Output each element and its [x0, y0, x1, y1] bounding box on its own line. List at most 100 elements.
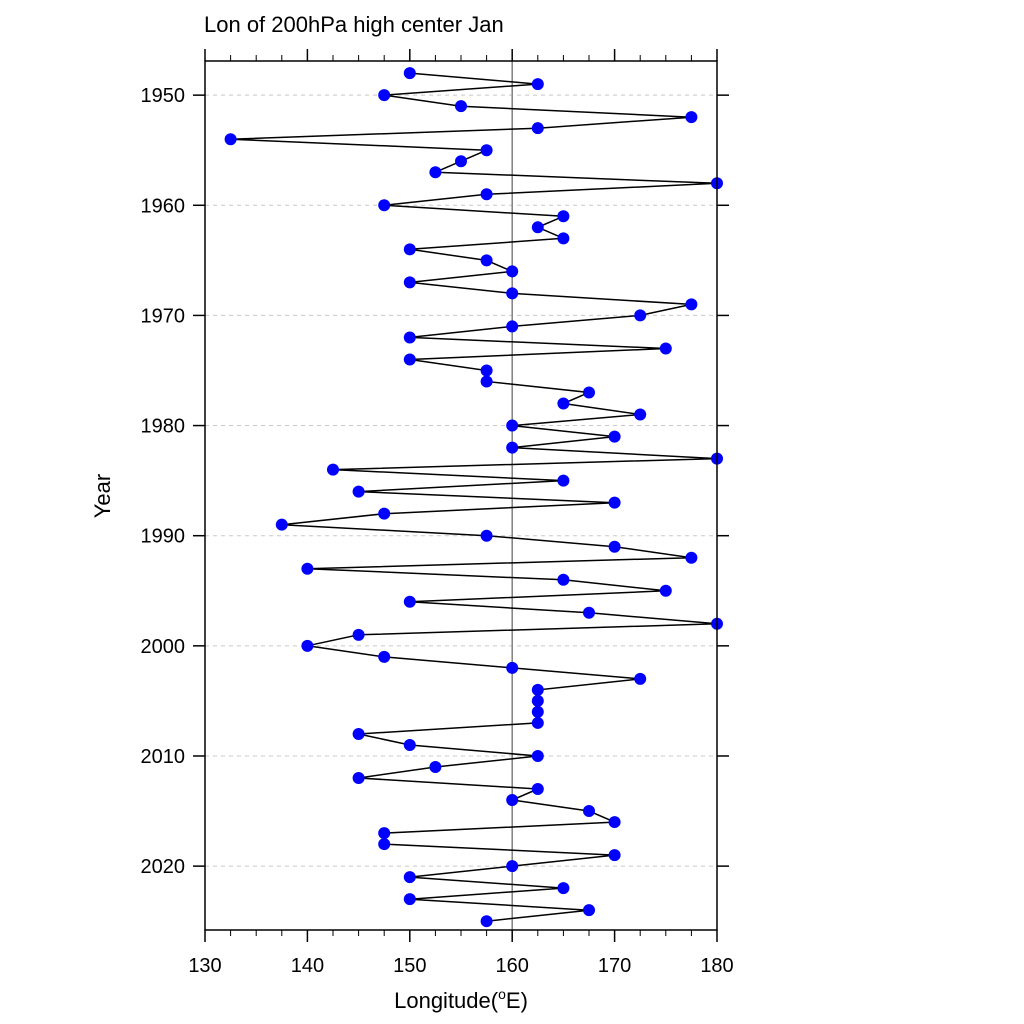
data-point-1953	[531, 122, 544, 135]
x-axis-label-prefix: Longitude(	[394, 988, 499, 1013]
data-point-2012	[352, 772, 365, 785]
data-point-1999	[352, 628, 365, 641]
data-point-1959	[480, 188, 493, 201]
y-tick-label-1990: 1990	[141, 526, 186, 548]
data-point-1956	[455, 155, 467, 168]
data-point-1992	[685, 551, 698, 564]
data-point-1948	[403, 67, 416, 80]
data-point-2023	[403, 893, 416, 906]
series-line	[230, 72, 718, 922]
data-point-1950	[378, 89, 391, 102]
data-point-1981	[608, 430, 621, 443]
data-point-1996	[403, 595, 416, 608]
data-point-2016	[608, 816, 621, 829]
chart-title: Lon of 200hPa high center Jan	[204, 12, 504, 37]
data-point-2024	[583, 904, 595, 917]
data-point-2007	[531, 716, 544, 729]
data-point-1984	[327, 463, 339, 476]
data-point-2025	[480, 915, 493, 928]
data-point-2017	[378, 827, 391, 840]
data-point-2008	[352, 727, 365, 740]
x-tick-label-170: 170	[598, 955, 631, 977]
data-point-1949	[531, 78, 544, 91]
data-point-1970	[634, 309, 647, 322]
data-point-1951	[455, 100, 467, 113]
axis-ticks	[193, 49, 729, 942]
y-tick-label-2010: 2010	[141, 746, 186, 768]
data-point-1989	[275, 518, 288, 531]
data-point-2005	[531, 694, 544, 707]
plot-frame	[204, 60, 718, 931]
y-tick-label-1960: 1960	[141, 195, 186, 217]
data-point-1954	[224, 133, 237, 146]
data-point-2013	[531, 783, 544, 796]
data-point-2011	[429, 760, 442, 773]
data-point-1977	[583, 386, 595, 399]
data-point-2018	[378, 838, 391, 851]
data-point-1979	[634, 408, 647, 421]
y-axis-label: Year	[90, 474, 115, 518]
plot-series	[224, 67, 723, 928]
data-point-1994	[557, 573, 570, 586]
data-point-1987	[608, 496, 621, 509]
data-point-1961	[557, 210, 570, 223]
data-point-1991	[608, 540, 621, 553]
y-tick-label-2020: 2020	[141, 856, 186, 878]
data-point-2021	[403, 871, 416, 884]
data-point-1957	[429, 166, 442, 179]
data-point-2004	[531, 683, 544, 696]
tick-labels: 130 140 150 160 170 180 1950 1960 1970 1980 1990 20…	[141, 85, 734, 977]
data-point-1966	[506, 265, 519, 278]
x-tick-label-150: 150	[393, 955, 426, 977]
data-point-2003	[634, 672, 647, 685]
data-point-1978	[557, 397, 570, 410]
data-point-2015	[583, 805, 595, 818]
data-point-1963	[557, 232, 570, 245]
y-tick-label-2000: 2000	[141, 636, 186, 658]
data-point-1952	[685, 111, 698, 124]
data-point-1964	[403, 243, 416, 256]
data-point-1980	[506, 419, 519, 432]
data-point-2010	[531, 749, 544, 762]
data-point-2019	[608, 849, 621, 862]
data-point-1968	[506, 287, 519, 300]
data-point-1960	[378, 199, 391, 212]
data-point-1993	[301, 562, 314, 575]
data-point-1973	[659, 342, 672, 355]
x-axis-label: Longitude(oE)	[394, 986, 528, 1013]
data-point-1971	[506, 320, 519, 333]
data-point-2000	[301, 639, 314, 652]
y-tick-label-1950: 1950	[141, 85, 186, 107]
data-point-2001	[378, 650, 391, 663]
data-point-1988	[378, 507, 391, 520]
y-tick-label-1970: 1970	[141, 305, 186, 327]
data-point-2020	[506, 860, 519, 873]
data-point-1965	[480, 254, 493, 267]
data-point-1955	[480, 144, 493, 157]
x-tick-label-160: 160	[496, 955, 529, 977]
data-point-1982	[506, 441, 519, 454]
data-point-2009	[403, 738, 416, 751]
x-tick-label-130: 130	[188, 955, 221, 977]
data-point-1972	[403, 331, 416, 344]
data-point-1986	[352, 485, 365, 498]
data-point-1995	[659, 584, 672, 597]
data-point-2014	[506, 794, 519, 807]
data-point-1967	[403, 276, 416, 289]
x-axis-label-superscript: o	[498, 986, 506, 1002]
data-point-2006	[531, 705, 544, 718]
data-point-1975	[480, 364, 493, 377]
x-tick-label-180: 180	[700, 955, 733, 977]
data-point-1962	[531, 221, 544, 234]
data-point-1985	[557, 474, 570, 487]
grid-lines	[205, 94, 717, 867]
x-tick-label-140: 140	[291, 955, 324, 977]
data-point-2022	[557, 882, 570, 895]
y-tick-label-1980: 1980	[141, 416, 186, 438]
data-point-1969	[685, 298, 698, 311]
data-point-2002	[506, 661, 519, 674]
data-point-1974	[403, 353, 416, 366]
x-axis-label-suffix: E)	[506, 988, 528, 1013]
data-point-1976	[480, 375, 493, 388]
